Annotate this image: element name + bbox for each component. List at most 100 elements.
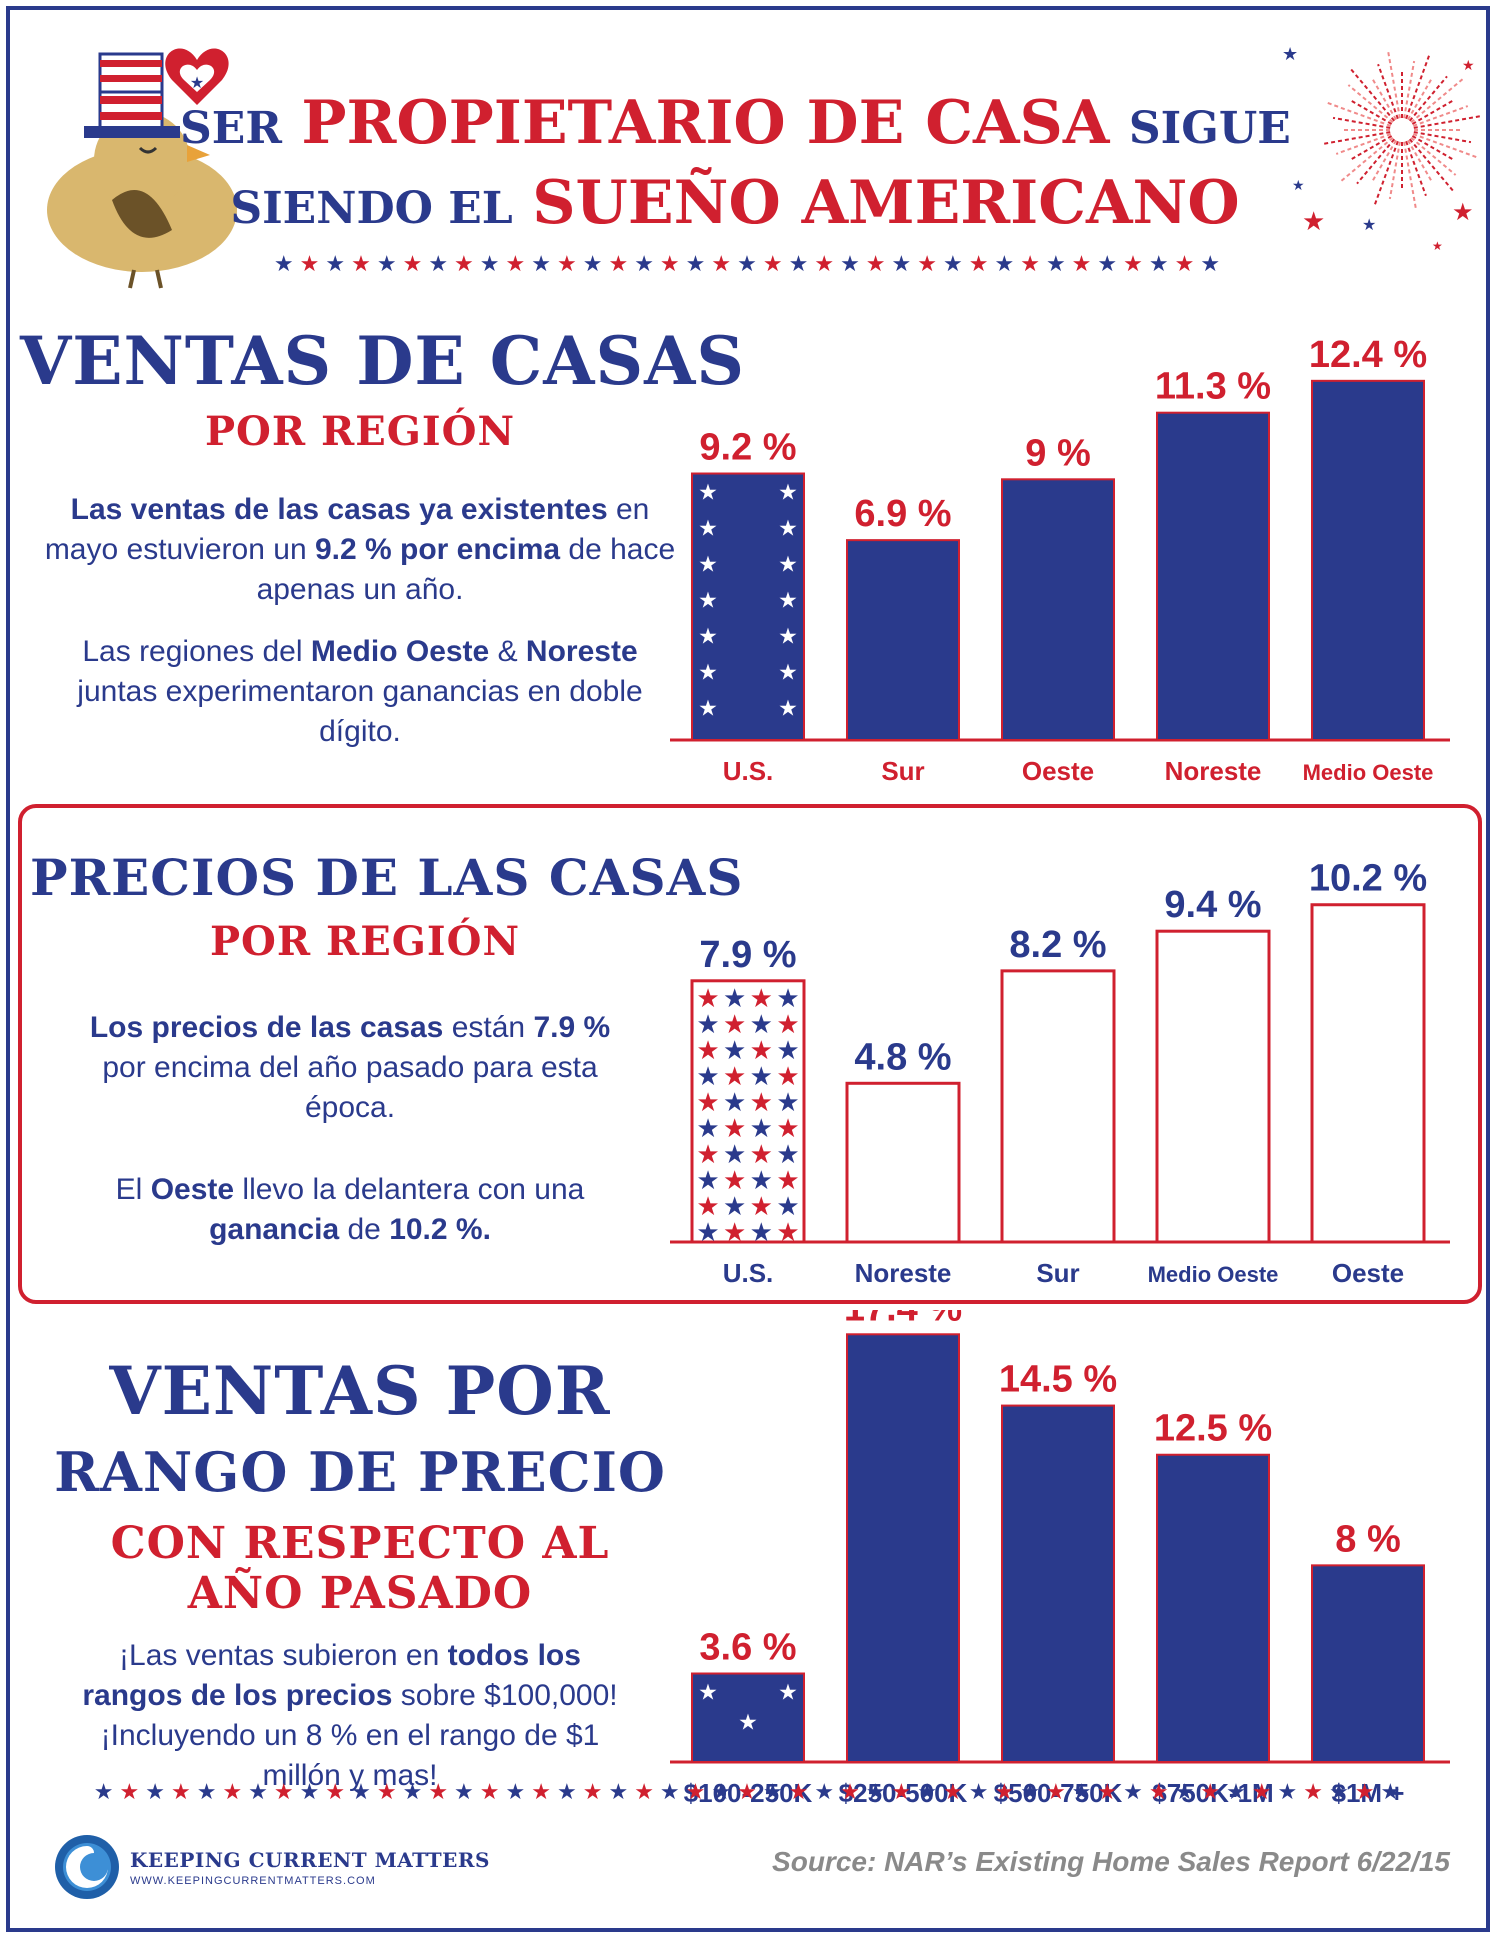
prices-by-region-chart: ★ ★ ★ ★★ ★ ★ ★★ ★ ★ ★★ ★ ★ ★★ ★ ★ ★★ ★ ★ ★★ ★ ★ ★★ ★ ★ ★★ ★ ★ ★★ ★ ★ ★… — [670, 858, 1450, 1288]
category-label: $500-750K — [994, 1778, 1123, 1808]
bar-star: ★ — [778, 660, 798, 685]
section2-subtitle: POR REGIÓN — [209, 918, 521, 965]
section3-p1-bold-1: todos los rangos de los precios — [82, 1639, 581, 1712]
section1-p1-bold-2: 9.2 % por encima — [314, 533, 561, 566]
header-line-1: SER PROPIETARIO DE CASA SIGUE — [180, 88, 1291, 158]
section2-p2-text-3: de — [339, 1213, 390, 1246]
bar-star: ★ — [776, 1191, 799, 1221]
bar-group: 12.5 % $750K-1M — [1152, 1408, 1273, 1808]
chart-bar — [1001, 478, 1115, 742]
sales-by-price-range-chart: ★ ★ ★ 3.6 % $100-250K 17.4 % $250-500K 14.5 % $5… — [670, 1310, 1450, 1808]
bar-group: 4.8 % Noreste — [845, 1036, 961, 1288]
bar-star: ★ — [750, 1165, 773, 1195]
bar-star: ★ — [750, 1139, 773, 1169]
header-word-ser: SER — [180, 103, 282, 154]
bar-star: ★ — [778, 552, 798, 577]
section2-p1-bold-2: 7.9 % — [533, 1011, 611, 1044]
header-star-divider: ★★★★★★★★★★★★★★★★★★★★★★★★★★★★★★★★★★★★★ — [273, 252, 1227, 277]
header-word-sigue: SIGUE — [1128, 103, 1291, 154]
section2-p2-bold-3: 10.2 %. — [389, 1213, 491, 1246]
bar-star: ★ — [698, 624, 718, 649]
bird-mascot-icon: ★ — [47, 48, 237, 289]
bar-star: ★ — [698, 552, 718, 577]
category-label: Oeste — [1022, 756, 1094, 786]
bar-star: ★ — [778, 480, 798, 505]
section2-title: PRECIOS DE LAS CASAS — [30, 848, 744, 907]
bar-star: ★ — [738, 1710, 758, 1735]
category-label: $750K-1M — [1152, 1778, 1273, 1808]
chart-bar — [846, 539, 960, 741]
category-label: U.S. — [723, 1258, 774, 1288]
bar-star: ★ — [776, 1113, 799, 1143]
bar-group: 12.4 % Medio Oeste — [1303, 334, 1434, 785]
chart-bar — [1001, 1404, 1115, 1764]
category-label: $100-250K — [684, 1778, 813, 1808]
bar-star: ★ — [696, 1113, 719, 1143]
svg-text:★: ★ — [1282, 44, 1298, 64]
bar-star: ★ — [698, 660, 718, 685]
section1-p2-text-1: Las regiones del — [82, 635, 311, 668]
bar-value-label: 6.9 % — [854, 493, 951, 535]
footer-brand: KEEPING CURRENT MATTERS — [130, 1848, 490, 1872]
bar-group: 6.9 % Sur — [846, 493, 960, 786]
section2-p1-text-2: por encima del año pasado para esta époc… — [102, 1051, 598, 1124]
category-label: $250-500K — [839, 1778, 968, 1808]
bar-star: ★ — [723, 1191, 746, 1221]
section2-p2-bold-2: ganancia — [209, 1213, 340, 1246]
bar-star: ★ — [698, 480, 718, 505]
footer-star-divider: ★★★★★★★★★★★★★★★★★★★★★★★★★★★★★★★★★★★★★★★★… — [93, 1780, 1407, 1805]
bar-value-label: 4.8 % — [854, 1036, 951, 1078]
svg-text:★: ★ — [1292, 177, 1305, 193]
header-word-propietario: PROPIETARIO DE CASA — [301, 88, 1110, 158]
bar-value-label: 12.4 % — [1309, 334, 1427, 376]
bar-star: ★ — [776, 1035, 799, 1065]
section1-p2-bold-2: Noreste — [525, 635, 638, 668]
section1-paragraph-1: Las ventas de las casas ya existentes en… — [40, 490, 680, 610]
bar-star: ★ — [776, 1009, 799, 1039]
header-line-2: SIENDO EL SUEÑO AMERICANO — [180, 168, 1290, 238]
category-label: Sur — [1036, 1258, 1079, 1288]
bar-star: ★ — [723, 1087, 746, 1117]
bar-star: ★ — [750, 1009, 773, 1039]
bar-star: ★ — [723, 1009, 746, 1039]
section1-p1-text-1: en mayo estuvieron un — [44, 493, 650, 566]
chart-bar — [846, 1333, 960, 1764]
bar-star: ★ — [778, 696, 798, 721]
section1-p2-text-2: & — [489, 635, 526, 668]
bar-star: ★ — [723, 983, 746, 1013]
chart-bar — [1310, 903, 1426, 1244]
chart-bar — [1155, 929, 1271, 1244]
category-label: Noreste — [1165, 756, 1262, 786]
bar-group: ★ ★ ★ 3.6 % $100-250K — [684, 1627, 813, 1808]
section1-subtitle: POR REGIÓN — [204, 408, 516, 455]
bar-star: ★ — [696, 1035, 719, 1065]
chart-bar — [1156, 411, 1270, 741]
bar-star: ★ — [723, 1113, 746, 1143]
bar-group: 9.4 % Medio Oeste — [1148, 884, 1279, 1287]
bar-star: ★ — [698, 696, 718, 721]
svg-text:★: ★ — [1432, 239, 1443, 253]
bar-group: 8.2 % Sur — [1000, 924, 1116, 1288]
chart-bar — [1000, 969, 1116, 1244]
category-label: Sur — [881, 756, 924, 786]
section3-title-line-2: RANGO DE PRECIO — [54, 1440, 666, 1504]
header-word-siendo-el: SIENDO EL — [230, 183, 513, 234]
bar-group: ★ ★ ★ ★ ★ ★ ★ ★ ★ ★ ★ ★ ★ ★ 9.2 % U.S. — [691, 427, 805, 786]
category-label: Noreste — [855, 1258, 952, 1288]
bar-value-label: 8.2 % — [1009, 924, 1106, 966]
bar-star: ★ — [776, 1165, 799, 1195]
bar-value-label: 9.2 % — [699, 427, 796, 469]
section2-p2-bold-1: Oeste — [150, 1173, 235, 1206]
svg-text:★: ★ — [1302, 206, 1325, 236]
bar-value-label: 9 % — [1025, 432, 1090, 474]
bar-star: ★ — [696, 1061, 719, 1091]
section1-p1-text-2: de hace apenas un año. — [256, 533, 676, 606]
footer-source: Source: NAR’s Existing Home Sales Report… — [772, 1846, 1450, 1877]
footer-url: WWW.KEEPINGCURRENTMATTERS.COM — [130, 1875, 376, 1887]
bar-star: ★ — [776, 1061, 799, 1091]
section2-paragraph-2: El Oeste llevo la delantera con una gana… — [50, 1170, 650, 1250]
category-label: U.S. — [723, 756, 774, 786]
page-frame — [6, 6, 1490, 1932]
bar-star: ★ — [696, 983, 719, 1013]
bar-value-label: 14.5 % — [999, 1359, 1117, 1401]
